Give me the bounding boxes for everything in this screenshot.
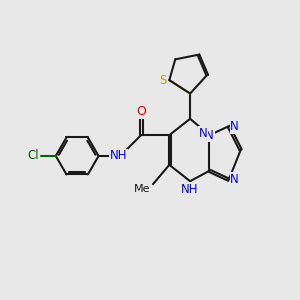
Text: N: N <box>205 129 214 142</box>
Text: N: N <box>199 127 207 140</box>
Text: NH: NH <box>182 183 199 196</box>
Text: N: N <box>230 173 239 186</box>
Text: N: N <box>230 120 239 133</box>
Text: S: S <box>159 74 166 87</box>
Text: O: O <box>136 105 146 118</box>
Text: Me: Me <box>134 184 151 194</box>
Text: NH: NH <box>110 149 128 162</box>
Text: Cl: Cl <box>28 149 39 162</box>
